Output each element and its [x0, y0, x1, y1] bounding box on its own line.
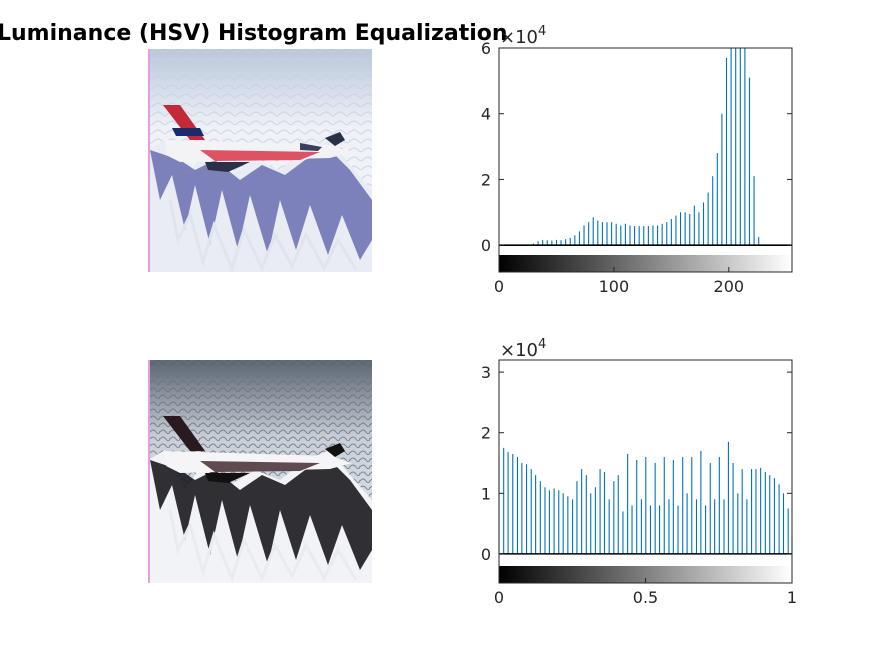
hist2-ytick-label: 3 [481, 363, 491, 382]
histogram-equalized-exponent: ×104 [500, 337, 546, 361]
histogram-original-axes: 0 2 4 6 0 100 200 [481, 39, 793, 296]
hist2-xtick-label: 0.5 [633, 588, 658, 607]
histogram-original: 0 2 4 6 0 100 200 ×104 [481, 24, 793, 296]
jet-aircraft [163, 105, 352, 172]
original-jet-image [148, 49, 372, 273]
hist2-ytick-label: 1 [481, 484, 491, 503]
hist2-ytick-label: 0 [481, 545, 491, 564]
histogram-original-exponent: ×104 [500, 24, 546, 48]
mountain-range [148, 140, 372, 273]
mountain-range-equalized [148, 450, 372, 583]
hist1-ytick-label: 6 [481, 39, 491, 58]
hist1-ytick-label: 0 [481, 236, 491, 255]
hist2-xtick-label: 0 [494, 588, 504, 607]
jet-aircraft-equalized [163, 416, 352, 483]
histogram-equalized-bars [498, 441, 793, 554]
hist1-xtick-label: 0 [494, 277, 504, 296]
hist1-xtick-label: 100 [599, 277, 630, 296]
figure-title: Luminance (HSV) Histogram Equalization [0, 21, 508, 46]
hist1-ytick-label: 2 [481, 170, 491, 189]
hist1-ytick-label: 4 [481, 105, 491, 124]
hist2-ytick-label: 2 [481, 424, 491, 443]
hist2-xtick-label: 1 [787, 588, 797, 607]
hist1-axes-box [498, 47, 793, 273]
hist1-xtick-label: 200 [714, 277, 745, 296]
equalized-jet-image [148, 360, 372, 583]
hist2-colorbar [499, 566, 792, 583]
histogram-equalized-axes: 0 1 2 3 0 0.5 1 [481, 359, 797, 607]
histogram-equalized: 0 1 2 3 0 0.5 1 ×104 [481, 337, 797, 607]
histogram-original-bars [532, 48, 760, 246]
hist1-colorbar [499, 255, 792, 272]
